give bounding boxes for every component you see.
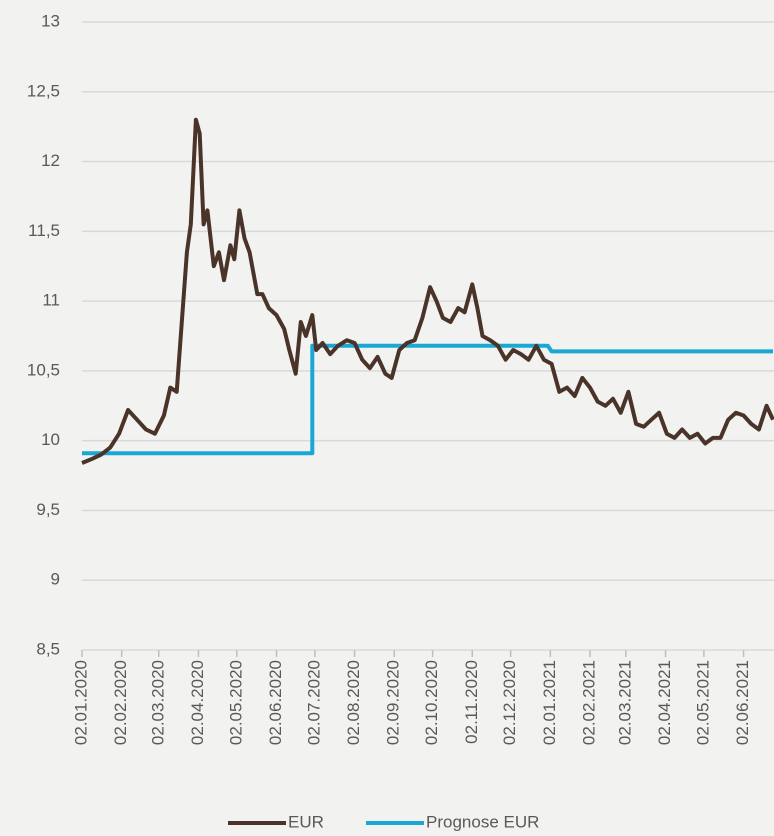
x-tick-label: 02.10.2020 — [422, 660, 441, 745]
x-tick-label: 02.02.2020 — [111, 660, 130, 745]
x-tick-label: 02.04.2021 — [655, 660, 674, 745]
x-tick-label: 02.01.2020 — [71, 660, 90, 745]
x-tick-label: 02.03.2021 — [615, 660, 634, 745]
legend-item: EUR — [228, 812, 324, 831]
y-tick-label: 12,5 — [27, 81, 60, 100]
x-tick-label: 02.04.2020 — [188, 660, 207, 745]
x-tick-label: 02.06.2021 — [733, 660, 752, 745]
legend-label: EUR — [288, 812, 324, 831]
y-tick-label: 9 — [51, 570, 60, 589]
y-tick-label: 10 — [41, 430, 60, 449]
y-tick-label: 8,5 — [36, 639, 60, 658]
y-tick-label: 11 — [42, 291, 60, 310]
x-tick-label: 02.12.2020 — [500, 660, 519, 745]
x-tick-label: 02.11.2020 — [462, 660, 481, 744]
x-tick-label: 02.09.2020 — [384, 660, 403, 745]
x-tick-label: 02.03.2020 — [148, 660, 167, 745]
line-series — [82, 343, 773, 456]
y-tick-label: 9,5 — [36, 500, 60, 519]
x-tick-label: 02.07.2020 — [304, 660, 323, 745]
x-tick-label: 02.05.2021 — [693, 660, 712, 745]
line-series — [81, 117, 774, 465]
x-tick-label: 02.02.2021 — [579, 660, 598, 745]
legend-item: Prognose EUR — [366, 812, 539, 831]
legend-label: Prognose EUR — [426, 812, 539, 831]
y-tick-label: 13 — [41, 11, 60, 30]
x-tick-label: 02.05.2020 — [226, 660, 245, 745]
y-tick-label: 12 — [41, 151, 60, 170]
y-tick-label: 10,5 — [27, 360, 60, 379]
x-tick-label: 02.08.2020 — [344, 660, 363, 745]
x-tick-label: 02.01.2021 — [540, 660, 559, 745]
x-tick-label: 02.06.2020 — [266, 660, 285, 745]
y-tick-label: 11,5 — [28, 221, 60, 240]
